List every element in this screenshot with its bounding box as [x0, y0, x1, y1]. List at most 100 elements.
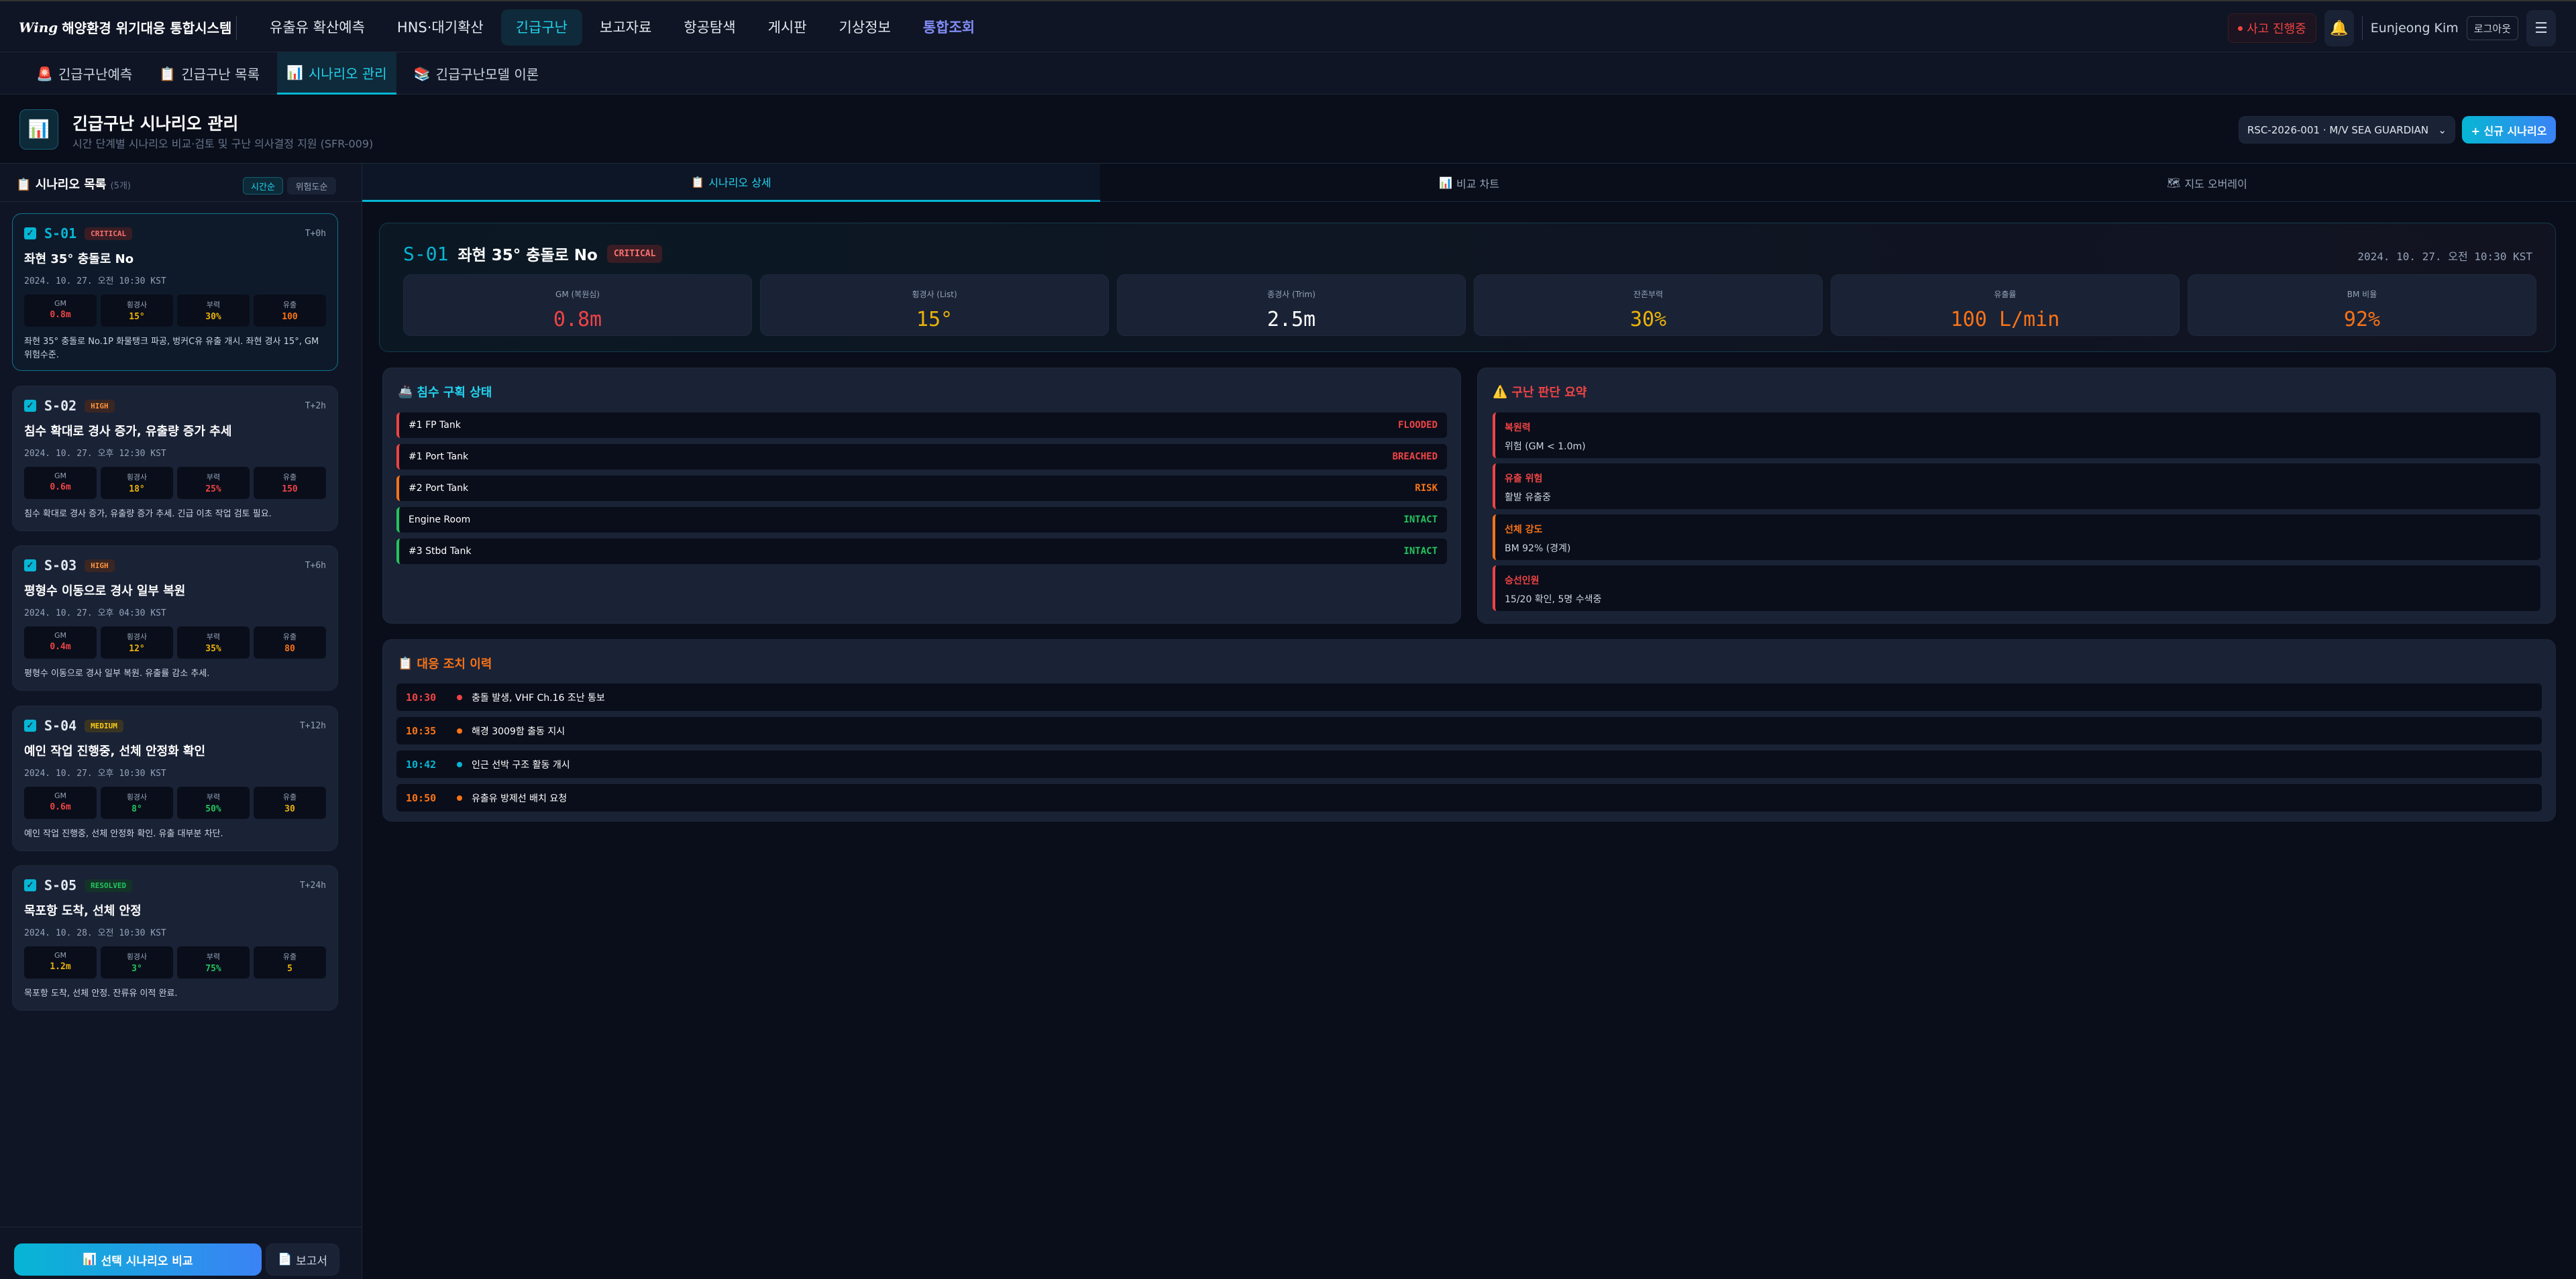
metric-label: 횡경사	[126, 632, 148, 641]
nav-item[interactable]: 유출유 확산예측	[270, 19, 365, 36]
history-row: 10:50 유출유 방제선 배치 요청	[396, 784, 2542, 812]
summary-label: 선체 강도	[1505, 524, 1543, 535]
panel-title: ⚠️ 구난 판단 요약	[1493, 383, 1587, 400]
nav-item[interactable]: 게시판	[767, 19, 807, 36]
scenario-checkbox[interactable]: ✓	[24, 227, 36, 239]
nav-item[interactable]: HNS·대기확산	[396, 19, 484, 36]
salvage-summary-panel: ⚠️ 구난 판단 요약 복원력 위험 (GM < 1.0m) 유출 위험 활발 유출중 선…	[1477, 368, 2556, 624]
user-name: Eunjeong Kim	[2361, 16, 2459, 40]
scenario-detail-card: S-01 좌현 35° 충돌로 No CRITICAL 2024. 10. 27…	[379, 223, 2556, 352]
metric-value: 0.6m	[50, 482, 71, 492]
top-nav: Wing 해양환경 위기대응 통합시스템 유출유 확산예측 HNS·대기확산 긴급구…	[0, 0, 2576, 52]
metric-box: GM 0.6m	[24, 467, 97, 499]
sidebar-title: 📋 시나리오 목록 (5개)	[16, 178, 131, 192]
time-offset: T+0h	[305, 228, 326, 239]
history-row: 10:42 인근 선박 구조 활동 개시	[396, 750, 2542, 778]
scenario-card[interactable]: ✓ S-02 HIGH T+2h 침수 확대로 경사 증가, 유출량 증가 추세 2024…	[12, 386, 338, 531]
metric-label: 유출	[282, 300, 297, 309]
ship-icon: 🚢	[398, 384, 413, 399]
scenario-metrics: GM 0.8m 횡경사 15° 부력 30% 유출 100	[24, 294, 326, 327]
scenario-card[interactable]: ✓ S-04 MEDIUM T+12h 예인 작업 진행중, 선체 안정화 확인 2024…	[12, 706, 338, 851]
panel-title-text: 구난 판단 요약	[1511, 386, 1587, 400]
new-scenario-button[interactable]: + 신규 시나리오	[2462, 116, 2556, 144]
summary-label: 승선인원	[1505, 575, 1540, 586]
scenario-checkbox[interactable]: ✓	[24, 400, 36, 412]
metric-label: 부력	[206, 473, 221, 482]
sort-by-time-button[interactable]: 시간순	[243, 177, 283, 194]
logout-button[interactable]: 로그아웃	[2466, 16, 2518, 40]
chart-icon: 📊	[19, 109, 58, 150]
scenario-card[interactable]: ✓ S-03 HIGH T+6h 평형수 이동으로 경사 일부 복원 2024. 10. …	[12, 545, 338, 691]
metric-label: GM	[54, 951, 66, 960]
subtab[interactable]: 📚 긴급구난모델 이론	[405, 52, 548, 95]
main-tab[interactable]: 📋 시나리오 상세	[362, 164, 1100, 202]
metric-box: GM 1.2m	[24, 946, 97, 979]
compartment-row: #1 Port Tank BREACHED	[396, 444, 1447, 469]
scenario-card[interactable]: ✓ S-05 RESOLVED T+24h 목포항 도착, 선체 안정 2024. 10.…	[12, 865, 338, 1011]
nav-item[interactable]: 통합조회	[922, 19, 975, 36]
metric-value: 35%	[205, 644, 221, 654]
metric-value: 30%	[205, 312, 221, 322]
compare-scenarios-button[interactable]: 📊 선택 시나리오 비교	[14, 1243, 262, 1276]
metric-box: 부력 25%	[177, 467, 250, 499]
warning-icon: ⚠️	[1493, 384, 1508, 399]
clipboard-icon: 📋	[398, 656, 413, 671]
metric-value: 15°	[129, 312, 145, 322]
app-logo[interactable]: Wing 해양환경 위기대응 통합시스템	[19, 17, 231, 37]
compartment-status: BREACHED	[1392, 451, 1438, 462]
metric-value: 30	[284, 804, 295, 814]
response-history-panel: 📋 대응 조치 이력 10:30 충돌 발생, VHF Ch.16 조난 통보 10:…	[382, 639, 2556, 822]
nav-right-controls: 사고 진행중 🔔 Eunjeong Kim 로그아웃 ☰	[2228, 10, 2556, 46]
compartment-status: RISK	[1415, 483, 1438, 494]
metric-label: GM	[54, 471, 66, 480]
metric-box: GM 0.8m	[24, 294, 97, 327]
incident-select-value: RSC-2026-001 · M/V SEA GUARDIAN	[2247, 123, 2429, 136]
history-text: 인근 선박 구조 활동 개시	[472, 759, 570, 771]
tab-icon: 🗺	[2167, 176, 2181, 189]
accident-status-button[interactable]: 사고 진행중	[2228, 13, 2316, 43]
panel-title-text: 대응 조치 이력	[417, 657, 492, 671]
scenario-card[interactable]: ✓ S-01 CRITICAL T+0h 좌현 35° 충돌로 No 2024. 10. …	[12, 213, 338, 371]
scenario-checkbox[interactable]: ✓	[24, 559, 36, 571]
detail-metric-card: GM (복원심) 0.8m	[403, 274, 752, 336]
metric-box: 유출 5	[254, 946, 326, 979]
notifications-button[interactable]: 🔔	[2324, 10, 2354, 46]
metric-box: GM 0.4m	[24, 626, 97, 659]
detail-metric-card: BM 비율 92%	[2188, 274, 2536, 336]
time-offset: T+6h	[305, 560, 326, 571]
nav-item[interactable]: 긴급구난	[500, 9, 582, 46]
scenario-checkbox[interactable]: ✓	[24, 879, 36, 891]
main-tab[interactable]: 📊 비교 차트	[1100, 164, 1838, 202]
scenario-count: (5개)	[110, 181, 131, 191]
metric-box: 부력 30%	[177, 294, 250, 327]
metric-value: 25%	[205, 484, 221, 494]
tab-label: 시나리오 관리	[308, 65, 387, 82]
metric-label: 부력	[206, 952, 221, 961]
detail-metric-card: 잔존부력 30%	[1474, 274, 1823, 336]
compartment-row: #2 Port Tank RISK	[396, 476, 1447, 501]
scenario-title: 예인 작업 진행중, 선체 안정화 확인	[24, 744, 206, 759]
scenario-description: 좌현 35° 충돌로 No.1P 화물탱크 파공, 벙커C유 유출 개시. 좌현…	[24, 337, 319, 360]
metric-value: 75%	[205, 964, 221, 974]
metric-value: 15°	[916, 308, 953, 331]
nav-item[interactable]: 기상정보	[839, 19, 891, 36]
incident-select[interactable]: RSC-2026-001 · M/V SEA GUARDIAN ⌄	[2239, 116, 2455, 144]
nav-item[interactable]: 보고자료	[600, 19, 652, 36]
subtab[interactable]: 📋 긴급구난 목록	[150, 52, 269, 95]
nav-item[interactable]: 항공탐색	[684, 19, 736, 36]
logo-mark: Wing	[19, 19, 58, 36]
subtab[interactable]: 📊 시나리오 관리	[276, 52, 396, 95]
severity-badge: MEDIUM	[85, 719, 123, 732]
scenario-checkbox[interactable]: ✓	[24, 720, 36, 732]
report-label: 보고서	[296, 1254, 328, 1268]
scenario-date: 2024. 10. 27. 오전 10:30 KST	[24, 276, 166, 286]
sort-by-risk-button[interactable]: 위험도순	[287, 177, 336, 194]
tab-label: 지도 오버레이	[2184, 177, 2247, 190]
main-tab[interactable]: 🗺 지도 오버레이	[1838, 164, 2576, 202]
report-button[interactable]: 📄 보고서	[266, 1243, 339, 1276]
tab-label: 긴급구난 목록	[181, 66, 260, 82]
subtab[interactable]: 🚨 긴급구난예측	[27, 52, 142, 95]
menu-button[interactable]: ☰	[2526, 10, 2556, 46]
status-dot-icon	[2238, 25, 2243, 31]
sidebar-header: 📋 시나리오 목록 (5개) 시간순 위험도순	[0, 164, 362, 202]
